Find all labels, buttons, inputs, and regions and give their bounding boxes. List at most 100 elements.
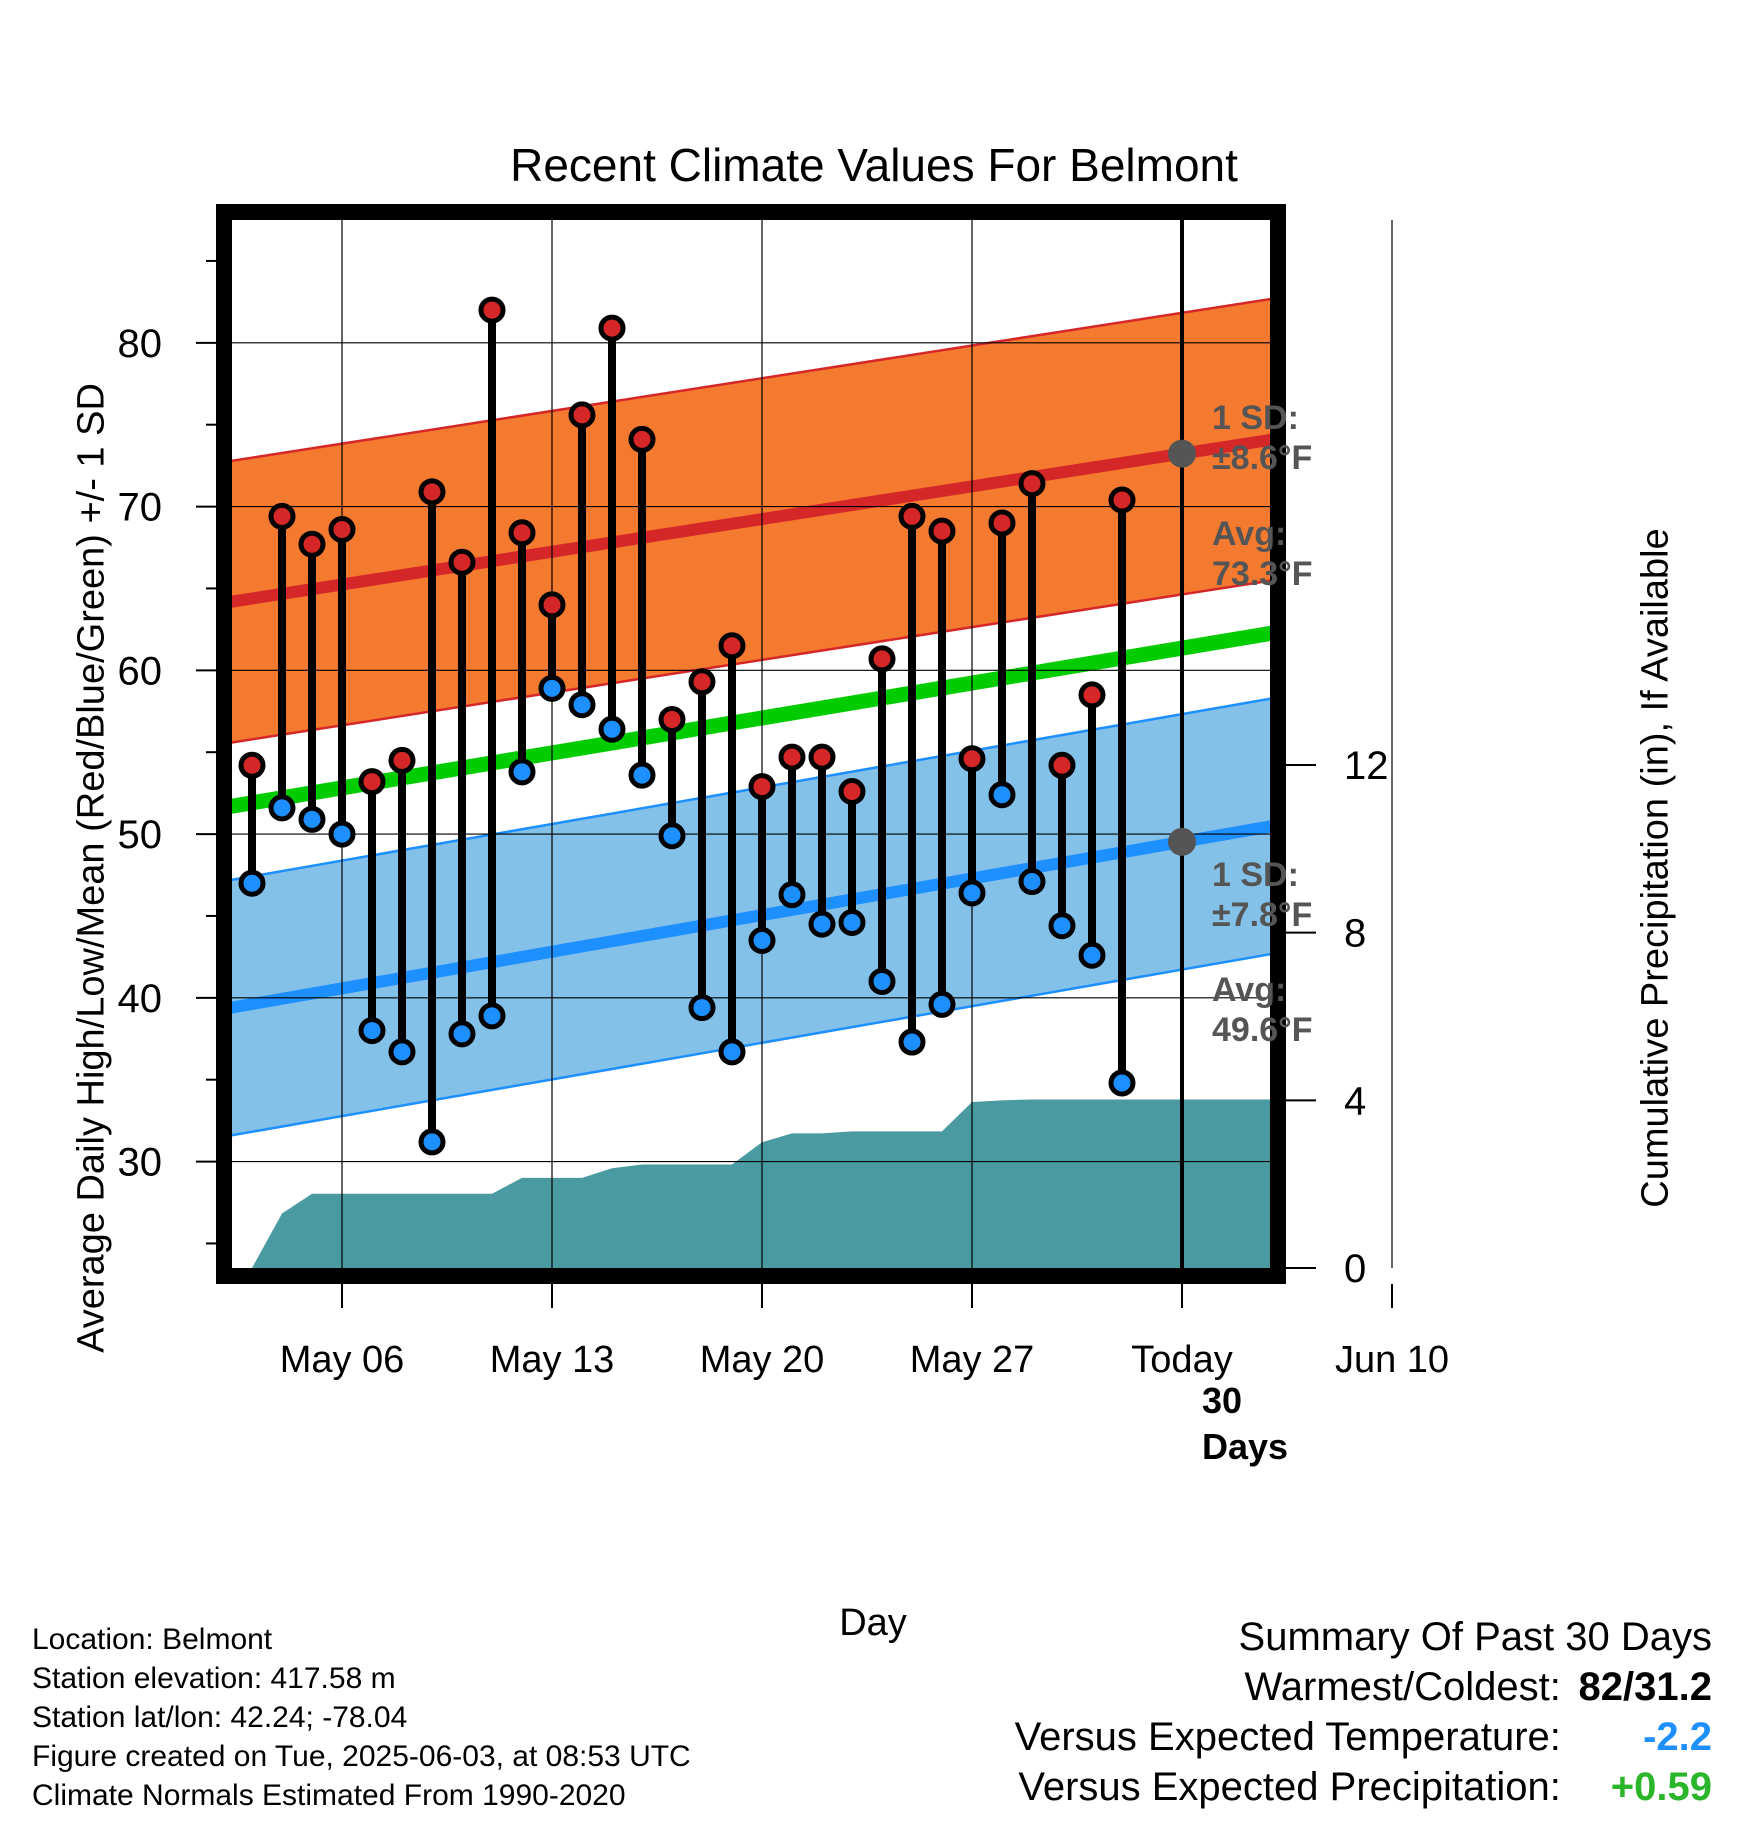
y-right-tick-label: 12: [1344, 744, 1389, 788]
daily-high-point: [628, 425, 656, 453]
daily-high-point: [898, 502, 926, 530]
daily-low-point: [598, 715, 626, 743]
daily-high-point: [238, 751, 266, 779]
info-created: Figure created on Tue, 2025-06-03, at 08…: [32, 1740, 691, 1773]
daily-low-point: [868, 967, 896, 995]
x-tick-label: Today: [1131, 1339, 1232, 1381]
daily-stems: [248, 310, 1126, 1142]
daily-high-point: [748, 773, 776, 801]
days-number: 30: [1202, 1380, 1243, 1421]
daily-low-point: [388, 1038, 416, 1066]
high-avg-value: 73.3°F: [1212, 555, 1313, 593]
low-sd-value: ±7.8°F: [1212, 896, 1313, 934]
daily-high-point: [448, 548, 476, 576]
summary-panel: Summary Of Past 30 Days Warmest/Coldest:…: [1015, 1612, 1712, 1812]
low-sd-label: 1 SD:: [1212, 856, 1299, 894]
daily-low-point: [298, 805, 326, 833]
summary-precip-value: +0.59: [1610, 1765, 1712, 1809]
info-elevation: Station elevation: 417.58 m: [32, 1662, 396, 1695]
daily-low-point: [628, 761, 656, 789]
high-avg-label: Avg:: [1212, 515, 1287, 553]
high-avg-annotation: Avg: 73.3°F: [1212, 514, 1313, 594]
y-right-tick-label: 0: [1344, 1247, 1366, 1291]
days-word: Days: [1202, 1426, 1289, 1467]
precip-area: [252, 1099, 1270, 1268]
daily-high-point: [718, 632, 746, 660]
high-sd-value: ±8.6°F: [1212, 439, 1313, 477]
high-sd-label: 1 SD:: [1212, 399, 1299, 437]
daily-low-point: [508, 758, 536, 786]
daily-high-point: [1048, 751, 1076, 779]
daily-high-point: [1018, 470, 1046, 498]
daily-low-point: [688, 994, 716, 1022]
today-low-avg-dot: [1168, 827, 1196, 856]
y-axis-right-label: Cumulative Precipitation (in), If Availa…: [1634, 528, 1677, 1208]
daily-low-point: [808, 910, 836, 938]
daily-low-point: [568, 691, 596, 719]
high-sd-lower-edge: [232, 579, 1270, 744]
y-left-tick-label: 60: [118, 649, 163, 693]
daily-low-point: [1108, 1069, 1136, 1097]
summary-temp-value: -2.2: [1643, 1715, 1712, 1759]
x-tick-label: Jun 10: [1335, 1339, 1449, 1381]
daily-low-point: [928, 990, 956, 1018]
summary-heading: Summary Of Past 30 Days: [1238, 1615, 1712, 1659]
summary-temp-row: Versus Expected Temperature: -2.2: [1015, 1712, 1712, 1762]
y-right-tick-label: 8: [1344, 912, 1366, 956]
low-avg-value: 49.6°F: [1212, 1011, 1313, 1049]
daily-low-point: [478, 1002, 506, 1030]
daily-low-point: [1018, 868, 1046, 896]
high-sd-upper-edge: [232, 297, 1270, 463]
daily-high-point: [388, 746, 416, 774]
y-left-tick-label: 80: [118, 322, 163, 366]
daily-low-point: [748, 927, 776, 954]
x-tick-label: May 27: [910, 1339, 1035, 1381]
info-location: Location: Belmont: [32, 1623, 273, 1656]
days-annotation: 30 Days: [1202, 1378, 1288, 1470]
low-sd-annotation: 1 SD: ±7.8°F: [1212, 855, 1312, 935]
daily-low-point: [268, 794, 296, 822]
normal-mean-line: [232, 625, 1270, 814]
plot-frame: [216, 204, 1286, 1284]
daily-high-point: [658, 705, 686, 733]
info-normals: Climate Normals Estimated From 1990-2020: [32, 1779, 626, 1812]
summary-precip-row: Versus Expected Precipitation: +0.59: [1015, 1762, 1712, 1812]
daily-high-point: [1078, 681, 1106, 709]
summary-warmest-row: Warmest/Coldest: 82/31.2: [1015, 1662, 1713, 1712]
daily-high-point: [958, 745, 986, 773]
daily-low-point: [1078, 941, 1106, 969]
y-left-tick-label: 70: [118, 486, 163, 530]
daily-low-point: [238, 869, 266, 897]
daily-low-point: [778, 881, 806, 909]
y-left-tick-label: 50: [118, 813, 163, 857]
daily-low-point: [538, 674, 566, 702]
daily-high-point: [358, 768, 386, 796]
daily-high-point: [928, 517, 956, 545]
daily-high-point: [688, 668, 716, 696]
daily-low-point: [958, 879, 986, 907]
low-avg-annotation: Avg: 49.6°F: [1212, 970, 1313, 1050]
daily-high-point: [568, 401, 596, 429]
daily-low-point: [328, 820, 356, 848]
daily-low-point: [988, 781, 1016, 809]
daily-high-point: [598, 314, 626, 342]
daily-high-point: [808, 743, 836, 771]
daily-high-point: [298, 530, 326, 558]
x-tick-label: May 06: [280, 1339, 405, 1381]
axis-ticks: 30 40 50 60 70 80 0 4 8 12 May 06 May 13 May 20 May 2…: [118, 259, 1449, 1381]
daily-low-point: [1048, 912, 1076, 940]
daily-high-point: [988, 509, 1016, 537]
daily-high-point: [868, 645, 896, 673]
today-high-avg-dot: [1168, 439, 1196, 468]
daily-markers: [238, 296, 1136, 1156]
y-left-tick-label: 30: [118, 1141, 163, 1185]
plot-border: [216, 204, 1286, 1284]
low-sd-upper-edge: [232, 697, 1270, 882]
daily-high-point: [538, 591, 566, 619]
info-latlon: Station lat/lon: 42.24; -78.04: [32, 1701, 408, 1734]
daily-low-point: [358, 1017, 386, 1045]
daily-low-point: [418, 1128, 446, 1156]
summary-precip-label: Versus Expected Precipitation:: [1018, 1765, 1561, 1809]
daily-low-point: [898, 1028, 926, 1056]
